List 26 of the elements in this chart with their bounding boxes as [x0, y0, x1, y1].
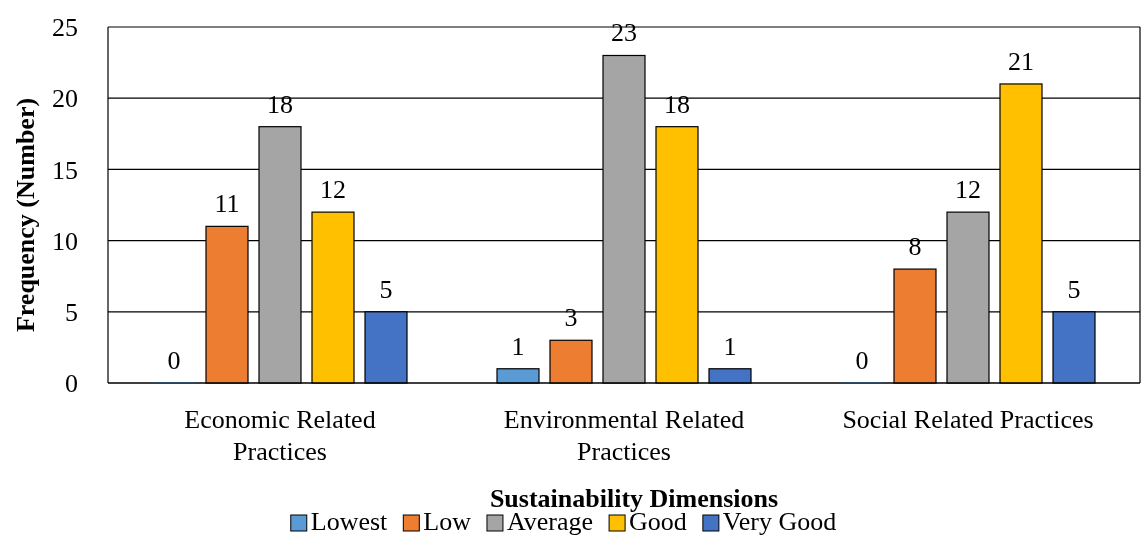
legend-label: Average: [506, 507, 594, 536]
data-label: 21: [1008, 46, 1034, 76]
x-tick-label: Social Related Practices: [842, 405, 1094, 434]
y-tick-label: 0: [65, 369, 78, 399]
data-label: 3: [564, 303, 578, 333]
y-axis-title: Frequency (Number): [11, 97, 40, 333]
data-label: 5: [379, 274, 393, 304]
x-tick-label: Environmental Related Practices: [503, 405, 745, 466]
y-tick-label: 15: [52, 155, 78, 185]
data-label: 23: [611, 18, 637, 48]
data-label: 12: [955, 175, 981, 205]
data-label: 0: [167, 346, 181, 375]
legend-label: Lowest: [310, 507, 389, 536]
data-label: 5: [1067, 274, 1081, 304]
data-label: 11: [214, 189, 240, 219]
data-label: 1: [511, 331, 525, 361]
x-tick-label: Economic Related Practices: [184, 405, 376, 466]
y-tick-label: 25: [52, 13, 78, 43]
data-label: 0: [855, 346, 869, 375]
y-tick-label: 5: [65, 297, 78, 327]
y-tick-label: 10: [52, 226, 78, 256]
legend-label: Low: [423, 507, 472, 536]
data-label: 1: [723, 331, 737, 361]
legend-label: Very Good: [722, 507, 837, 536]
data-label: 12: [320, 175, 346, 205]
y-tick-label: 20: [52, 84, 78, 114]
